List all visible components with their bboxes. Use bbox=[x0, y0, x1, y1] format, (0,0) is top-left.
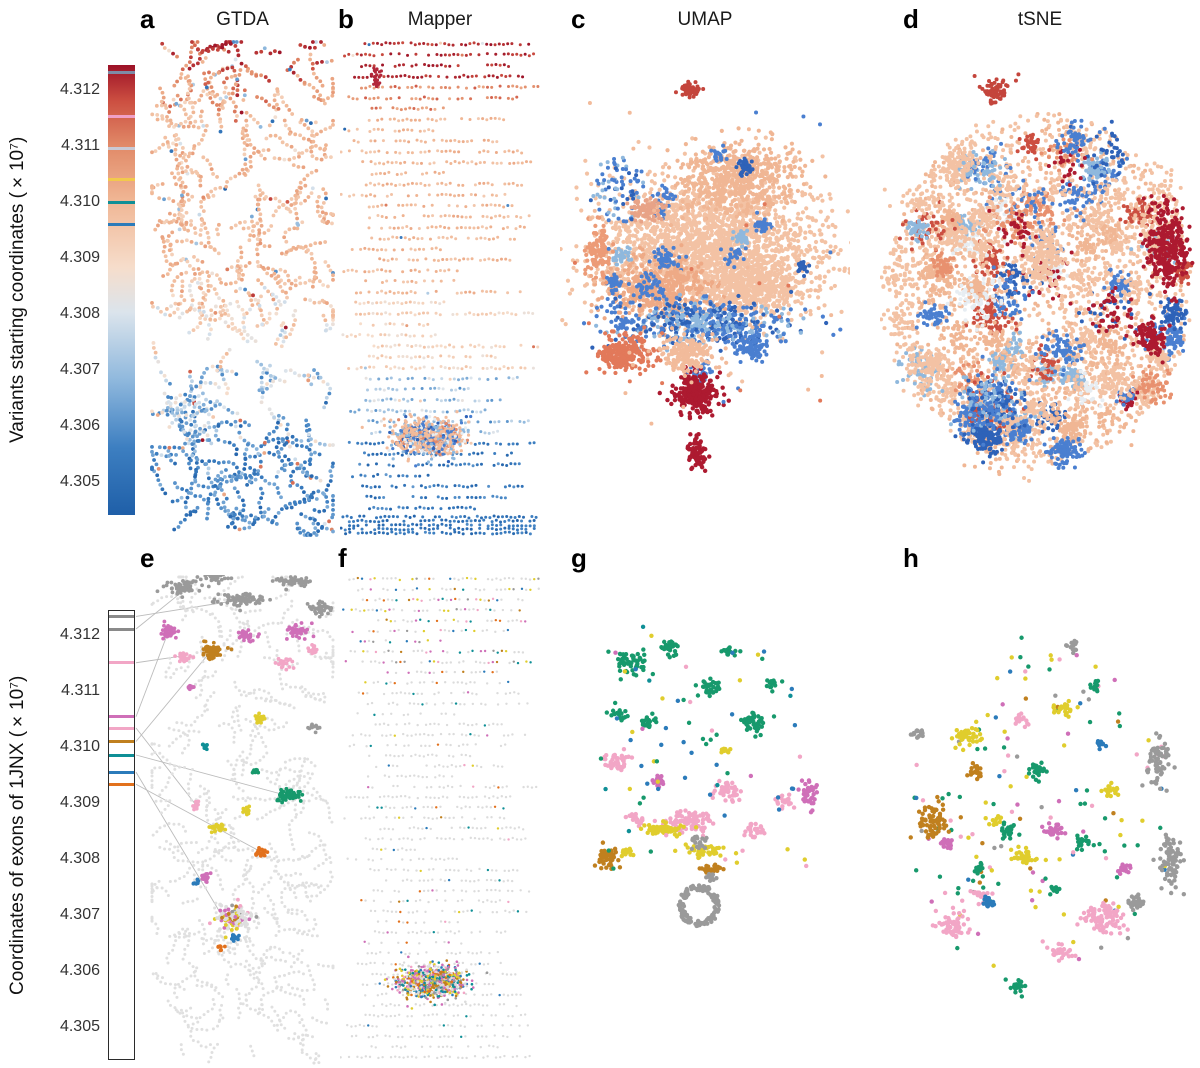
colorbar-marker bbox=[109, 770, 134, 774]
colorbar-marker bbox=[109, 661, 134, 665]
panel-label-a: a bbox=[140, 4, 155, 34]
tick-label: 4.306 bbox=[59, 417, 100, 435]
tick-label: 4.312 bbox=[59, 626, 100, 644]
panel-label-d: d bbox=[903, 4, 919, 34]
tick-label: 4.312 bbox=[59, 81, 100, 99]
tick-label: 4.305 bbox=[59, 473, 100, 491]
colorbar-marker bbox=[109, 740, 134, 743]
panel-title-gtda: GTDA bbox=[216, 9, 269, 30]
scatter-panel-e bbox=[150, 575, 335, 1065]
scatter-panel-f bbox=[340, 575, 540, 1065]
panel-label-b: b bbox=[338, 4, 354, 34]
panel-label-h: h bbox=[903, 543, 919, 573]
colorbar-ticks-top: 4.312 4.311 4.310 4.309 4.308 4.307 4.306 4.305 bbox=[52, 65, 100, 515]
tick-label: 4.307 bbox=[59, 906, 100, 924]
tick-label: 4.310 bbox=[59, 193, 100, 211]
scatter-panel-c bbox=[560, 40, 850, 537]
tick-label: 4.306 bbox=[59, 962, 100, 980]
panel-title-tsne: tSNE bbox=[1017, 9, 1063, 30]
colorbar-marker bbox=[109, 627, 134, 631]
axis-label-variants: Variants starting coordinates (×10⁷) bbox=[7, 136, 28, 444]
panel-label-c: c bbox=[571, 4, 586, 34]
colorbar-marker bbox=[108, 200, 135, 204]
colorbar-marker bbox=[109, 726, 134, 730]
scatter-panel-b bbox=[340, 40, 540, 537]
tick-label: 4.309 bbox=[59, 249, 100, 267]
scatter-panel-a bbox=[150, 40, 335, 537]
colorbar-marker bbox=[109, 753, 134, 757]
panel-label-e: e bbox=[140, 543, 155, 573]
tick-label: 4.311 bbox=[61, 682, 100, 700]
panel-label-f: f bbox=[338, 543, 347, 573]
tick-label: 4.311 bbox=[61, 137, 100, 155]
tick-label: 4.308 bbox=[59, 305, 100, 323]
colorbar-gradient bbox=[108, 65, 135, 515]
colorbar-marker bbox=[109, 782, 134, 786]
tick-label: 4.307 bbox=[59, 361, 100, 379]
panel-title-mapper: Mapper bbox=[407, 9, 473, 30]
tick-label: 4.309 bbox=[59, 794, 100, 812]
panel-title-umap: UMAP bbox=[677, 9, 733, 30]
axis-label-exons: Coordinates of exons of 1JNX (×10⁷) bbox=[7, 675, 28, 995]
tick-label: 4.305 bbox=[59, 1018, 100, 1036]
colorbar-marker bbox=[109, 715, 134, 719]
colorbar-ticks-bottom: 4.312 4.311 4.310 4.309 4.308 4.307 4.306 4.305 bbox=[52, 610, 100, 1060]
scatter-panel-d bbox=[880, 40, 1200, 537]
panel-label-g: g bbox=[571, 543, 587, 573]
tick-label: 4.308 bbox=[59, 850, 100, 868]
colorbar-marker bbox=[109, 614, 134, 618]
colorbar-marker bbox=[108, 178, 135, 182]
colorbar-marker bbox=[108, 115, 135, 119]
colorbar-outline bbox=[108, 610, 135, 1060]
scatter-panel-h bbox=[880, 575, 1200, 1065]
colorbar-marker bbox=[108, 70, 135, 74]
tick-label: 4.310 bbox=[59, 738, 100, 756]
scatter-panel-g bbox=[560, 575, 850, 1065]
colorbar-marker bbox=[108, 223, 135, 227]
colorbar-marker bbox=[108, 146, 135, 150]
